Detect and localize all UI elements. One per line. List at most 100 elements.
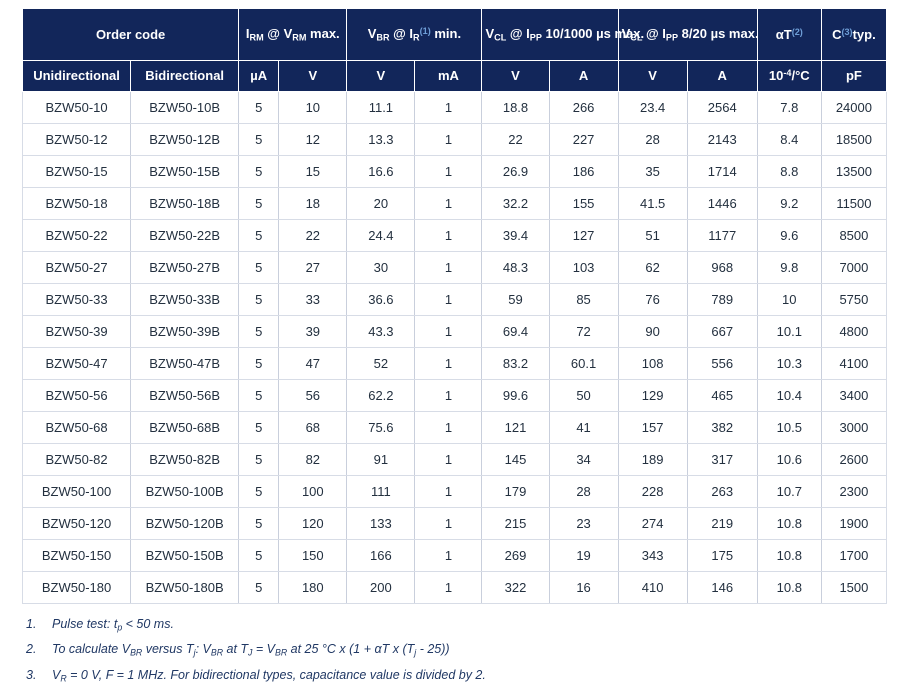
cell-value: 9.6 [756, 219, 822, 252]
cell-value: 91 [346, 443, 416, 476]
cell-value: 10 [756, 283, 822, 316]
cell-value: 32.2 [481, 187, 550, 220]
table-row: BZW50-27 BZW50-27B 5 27 30 1 48.3 103 62 968 9.8 70… [21, 251, 888, 284]
cell-value: 1 [414, 443, 483, 476]
cell-unidirectional: BZW50-47 [21, 347, 132, 380]
cell-value: 41.5 [617, 187, 688, 220]
cell-value: 410 [617, 571, 688, 604]
cell-value: 60.1 [548, 347, 619, 380]
header-unidirectional: Unidirectional [21, 60, 132, 92]
cell-bidirectional: BZW50-12B [130, 123, 240, 156]
cell-value: 5 [238, 155, 280, 188]
cell-value: 24000 [820, 91, 888, 124]
cell-bidirectional: BZW50-39B [130, 315, 240, 348]
cell-bidirectional: BZW50-47B [130, 347, 240, 380]
cell-bidirectional: BZW50-18B [130, 187, 240, 220]
cell-value: 2143 [686, 123, 758, 156]
table-row: BZW50-10 BZW50-10B 5 10 11.1 1 18.8 266 23.4 2564… [21, 91, 888, 124]
cell-value: 13500 [820, 155, 888, 188]
table-row: BZW50-22 BZW50-22B 5 22 24.4 1 39.4 127 51 1177 9.… [21, 219, 888, 252]
cell-value: 227 [548, 123, 619, 156]
cell-value: 5 [238, 91, 280, 124]
cell-value: 8.8 [756, 155, 822, 188]
cell-value: 1 [414, 91, 483, 124]
cell-bidirectional: BZW50-120B [130, 507, 240, 540]
cell-bidirectional: BZW50-180B [130, 571, 240, 604]
cell-value: 789 [686, 283, 758, 316]
cell-value: 103 [548, 251, 619, 284]
cell-unidirectional: BZW50-56 [21, 379, 132, 412]
footnote-list: 1. Pulse test: tp < 50 ms. 2. To calculate … [26, 616, 887, 685]
cell-value: 1446 [686, 187, 758, 220]
cell-value: 11.1 [346, 91, 416, 124]
cell-value: 3000 [820, 411, 888, 444]
cell-value: 62.2 [346, 379, 416, 412]
cell-value: 47 [278, 347, 348, 380]
cell-value: 23.4 [617, 91, 688, 124]
cell-value: 34 [548, 443, 619, 476]
cell-value: 22 [278, 219, 348, 252]
cell-value: 28 [617, 123, 688, 156]
footnote-3: 3. VR = 0 V, F = 1 MHz. For bidirectional… [26, 667, 887, 685]
cell-unidirectional: BZW50-150 [21, 539, 132, 572]
cell-bidirectional: BZW50-27B [130, 251, 240, 284]
cell-value: 3400 [820, 379, 888, 412]
cell-value: 133 [346, 507, 416, 540]
header-group-vbr-ir: VBR @ IR(1) min. [346, 8, 483, 61]
cell-unidirectional: BZW50-22 [21, 219, 132, 252]
cell-value: 5 [238, 539, 280, 572]
cell-value: 76 [617, 283, 688, 316]
cell-value: 120 [278, 507, 348, 540]
cell-value: 8.4 [756, 123, 822, 156]
cell-value: 27 [278, 251, 348, 284]
cell-value: 2300 [820, 475, 888, 508]
cell-value: 59 [481, 283, 550, 316]
cell-value: 269 [481, 539, 550, 572]
table-row: BZW50-47 BZW50-47B 5 47 52 1 83.2 60.1 108 556 10.… [21, 347, 888, 380]
cell-unidirectional: BZW50-15 [21, 155, 132, 188]
cell-value: 69.4 [481, 315, 550, 348]
cell-value: 1 [414, 347, 483, 380]
table-row: BZW50-39 BZW50-39B 5 39 43.3 1 69.4 72 90 667 10.1… [21, 315, 888, 348]
header-group-row: Order code IRM @ VRM max. VBR @ IR(1) mi… [21, 8, 888, 61]
cell-unidirectional: BZW50-18 [21, 187, 132, 220]
cell-value: 5 [238, 411, 280, 444]
cell-value: 11500 [820, 187, 888, 220]
cell-value: 186 [548, 155, 619, 188]
cell-value: 35 [617, 155, 688, 188]
cell-value: 9.2 [756, 187, 822, 220]
cell-value: 317 [686, 443, 758, 476]
cell-value: 5 [238, 507, 280, 540]
header-unit-v-1: V [278, 60, 348, 92]
cell-value: 68 [278, 411, 348, 444]
cell-value: 1 [414, 187, 483, 220]
cell-unidirectional: BZW50-39 [21, 315, 132, 348]
datasheet-page: Order code IRM @ VRM max. VBR @ IR(1) mi… [21, 8, 888, 683]
cell-value: 1714 [686, 155, 758, 188]
cell-bidirectional: BZW50-33B [130, 283, 240, 316]
cell-value: 1700 [820, 539, 888, 572]
header-unit-v-2: V [346, 60, 416, 92]
cell-value: 1 [414, 219, 483, 252]
cell-value: 26.9 [481, 155, 550, 188]
cell-value: 129 [617, 379, 688, 412]
table-row: BZW50-120 BZW50-120B 5 120 133 1 215 23 274 219 10… [21, 507, 888, 540]
cell-value: 56 [278, 379, 348, 412]
cell-value: 43.3 [346, 315, 416, 348]
cell-value: 274 [617, 507, 688, 540]
table-row: BZW50-33 BZW50-33B 5 33 36.6 1 59 85 76 789 10 5750 [21, 283, 888, 316]
header-unit-alpha: 10-4/°C [756, 60, 822, 92]
cell-unidirectional: BZW50-68 [21, 411, 132, 444]
cell-value: 179 [481, 475, 550, 508]
header-group-vcl-ipp-8-20: VCL @ IPP 8/20 µs max. [617, 8, 759, 61]
cell-value: 180 [278, 571, 348, 604]
header-unit-ua: µA [238, 60, 280, 92]
cell-value: 28 [548, 475, 619, 508]
header-group-vcl-ipp-10-1000: VCL @ IPP 10/1000 µs max. [481, 8, 644, 61]
specification-table: Order code IRM @ VRM max. VBR @ IR(1) mi… [21, 8, 888, 604]
table-body: BZW50-10 BZW50-10B 5 10 11.1 1 18.8 266 23.4 2564… [21, 91, 888, 604]
table-row: BZW50-56 BZW50-56B 5 56 62.2 1 99.6 50 129 465 10.… [21, 379, 888, 412]
cell-value: 556 [686, 347, 758, 380]
footnote-text: Pulse test: tp < 50 ms. [52, 617, 174, 633]
cell-value: 5 [238, 315, 280, 348]
